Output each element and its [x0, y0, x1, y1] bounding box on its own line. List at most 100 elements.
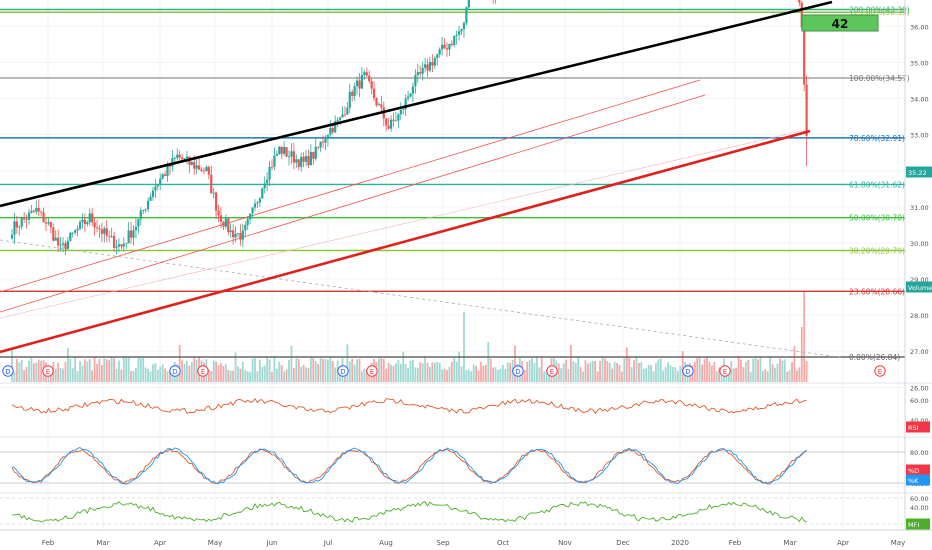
candle-body — [261, 188, 264, 199]
volume-bar — [399, 363, 402, 382]
dividend-marker[interactable] — [337, 365, 349, 377]
volume-bar — [465, 369, 468, 382]
volume-bar — [188, 365, 191, 382]
candle-body — [161, 174, 164, 179]
earnings-marker[interactable] — [197, 365, 209, 377]
candle-body — [426, 64, 429, 71]
candle-body — [295, 159, 298, 163]
event-marker-label: E — [201, 368, 205, 376]
axis-tags: 35.22 Volume RSI %D %K MFI — [906, 166, 932, 530]
black-trend-line[interactable] — [0, 0, 833, 208]
volume-bar — [118, 360, 120, 382]
volume-bar — [57, 362, 60, 382]
channel-lower-line[interactable] — [0, 129, 806, 319]
dividend-marker[interactable] — [512, 365, 524, 377]
candle-body — [74, 230, 77, 233]
volume-bar — [431, 362, 434, 382]
candle-body — [297, 159, 300, 167]
highlight-box-group[interactable]: 42 — [801, 14, 879, 32]
regression-channel[interactable] — [0, 79, 806, 319]
volume-bar — [594, 361, 597, 382]
event-marker-label: E — [550, 368, 554, 376]
candle-body — [212, 192, 215, 194]
channel-middle-line[interactable] — [0, 94, 706, 313]
candle-body — [129, 230, 133, 238]
channel-upper-line[interactable] — [0, 79, 701, 293]
time-tick-label: Apr — [837, 539, 849, 547]
price-tick-label: 36.00 — [910, 23, 929, 31]
dividend-marker[interactable] — [682, 365, 694, 377]
candle-body — [351, 91, 354, 96]
volume-bar — [640, 362, 643, 382]
indicator-tick-label: 60.00 — [910, 397, 929, 405]
mfi-tag: MFI — [908, 521, 919, 529]
earnings-marker[interactable] — [719, 365, 731, 377]
volume-bar — [545, 370, 548, 382]
volume-bar — [365, 368, 368, 382]
rsi-tag-bg — [906, 421, 930, 433]
candle-body — [219, 215, 223, 223]
candle-body — [144, 209, 147, 211]
volume-bar — [608, 362, 611, 382]
event-marker-label: E — [370, 368, 374, 376]
candle-body — [44, 222, 48, 224]
candle-body — [363, 72, 366, 75]
volume-bar — [181, 360, 183, 382]
volume-bar — [579, 367, 582, 382]
volume-bar — [696, 357, 699, 382]
candle-body — [280, 146, 283, 154]
candle-body — [91, 213, 94, 223]
earnings-marker[interactable] — [366, 365, 378, 377]
trend-lines[interactable] — [0, 0, 833, 354]
earnings-marker[interactable] — [874, 365, 886, 377]
volume-bar — [744, 362, 747, 382]
volume-bar — [523, 370, 526, 382]
candle-body — [151, 190, 155, 197]
dashed-trend-line[interactable] — [0, 239, 846, 359]
price-tick-label: 26.00 — [910, 384, 929, 392]
candle-body — [397, 114, 400, 121]
volume-bar — [88, 359, 91, 382]
candle-body — [450, 43, 453, 45]
candle-body — [132, 230, 135, 238]
volume-bar — [229, 370, 232, 382]
fibonacci-retracement[interactable]: 200.00%(43.30)161.80%(39.35)138.20%(37.5… — [0, 0, 910, 362]
candle-body — [251, 207, 254, 214]
candle-body — [205, 167, 208, 172]
volume-bar — [363, 368, 366, 382]
volume-bar — [788, 370, 791, 382]
volume-bar — [319, 358, 322, 382]
volume-bar — [766, 371, 769, 382]
indicator-panes — [0, 382, 932, 525]
time-tick-label: Apr — [154, 539, 166, 547]
volume-bar — [84, 359, 86, 382]
candle-body — [317, 146, 320, 148]
volume-bar — [528, 360, 531, 382]
candle-body — [88, 213, 91, 223]
volume-bar — [210, 370, 213, 382]
volume-bar — [535, 356, 538, 382]
highlight-box[interactable] — [801, 14, 879, 32]
volume-bar — [76, 371, 79, 382]
dividend-marker[interactable] — [2, 365, 14, 377]
earnings-marker[interactable] — [546, 365, 558, 377]
candle-body — [125, 243, 128, 244]
volume-bar — [212, 360, 215, 382]
volume-bar — [416, 367, 419, 382]
indicator-tick-label: 60.00 — [910, 495, 929, 503]
volume-bar — [395, 363, 397, 382]
candle-body — [253, 203, 257, 208]
dividend-marker[interactable] — [169, 365, 181, 377]
volume-bar — [79, 360, 81, 382]
candle-body — [35, 208, 38, 212]
red-trend-line[interactable] — [0, 129, 811, 354]
candle-body — [358, 80, 361, 89]
candle-body — [25, 219, 28, 220]
time-axis[interactable]: Feb Mar Apr May Jun Jul Aug Sep Oct Nov Dec 2020 Feb… — [0, 529, 932, 547]
time-tick-label: 2020 — [671, 539, 689, 547]
earnings-marker[interactable] — [42, 365, 54, 377]
volume-bar — [120, 369, 123, 382]
volume-bar — [346, 344, 349, 382]
